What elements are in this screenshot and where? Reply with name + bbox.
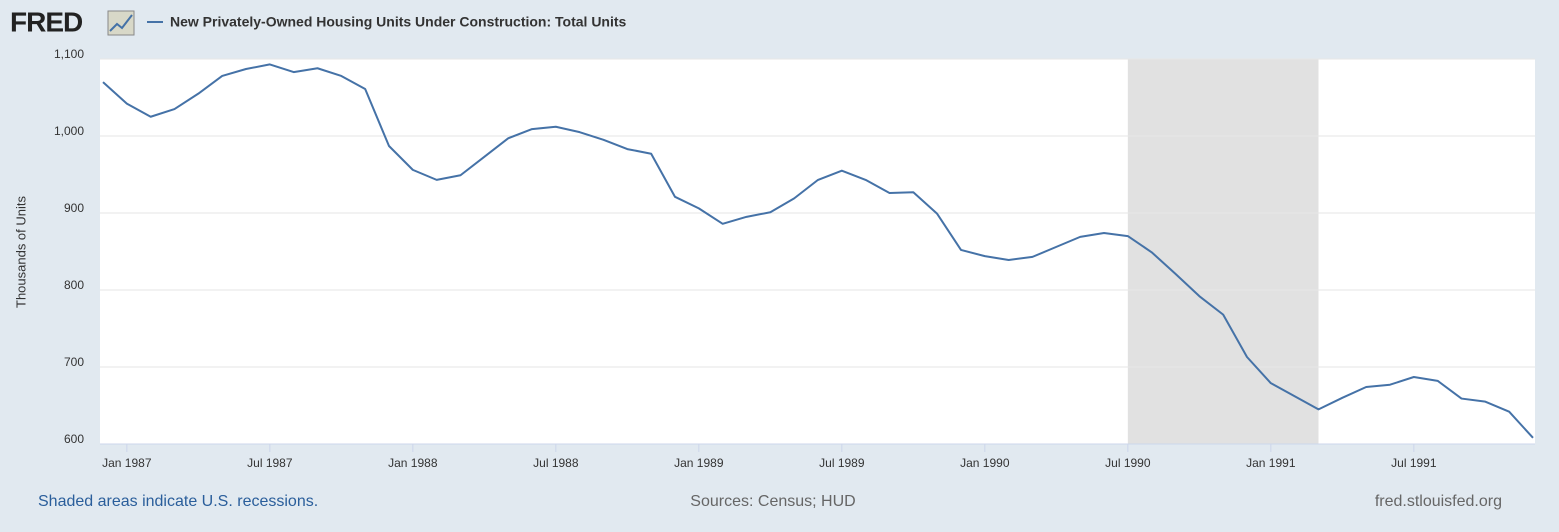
x-tick-label: Jan 1990 bbox=[960, 456, 1010, 470]
y-tick-label: 600 bbox=[64, 432, 84, 446]
recession-shade bbox=[1127, 59, 1319, 444]
site-link[interactable]: fred.stlouisfed.org bbox=[1375, 493, 1502, 510]
x-tick-label: Jul 1989 bbox=[819, 456, 865, 470]
x-tick-label: Jul 1991 bbox=[1391, 456, 1437, 470]
y-tick-label: 800 bbox=[64, 278, 84, 292]
x-tick-label: Jul 1990 bbox=[1105, 456, 1151, 470]
series-line bbox=[102, 63, 1534, 439]
logo-icon bbox=[107, 10, 135, 36]
source: Sources: Census; HUD bbox=[690, 493, 855, 510]
y-tick-label: 1,000 bbox=[54, 124, 84, 138]
legend-label: New Privately-Owned Housing Units Under … bbox=[170, 14, 627, 30]
x-tick-label: Jul 1988 bbox=[533, 456, 579, 470]
logo-icon-line bbox=[109, 14, 133, 32]
logo: FRED bbox=[10, 6, 83, 37]
y-tick-label: 1,100 bbox=[54, 47, 84, 61]
x-tick-label: Jul 1987 bbox=[247, 456, 293, 470]
y-tick-label: 700 bbox=[64, 355, 84, 369]
x-tick-label: Jan 1989 bbox=[674, 456, 724, 470]
plot-area bbox=[100, 59, 1535, 444]
recession-note[interactable]: Shaded areas indicate U.S. recessions. bbox=[38, 493, 318, 510]
x-tick-label: Jan 1988 bbox=[388, 456, 438, 470]
y-tick-label: 900 bbox=[64, 201, 84, 215]
x-tick-label: Jan 1987 bbox=[102, 456, 152, 470]
x-tick-label: Jan 1991 bbox=[1246, 456, 1296, 470]
y-axis-label: Thousands of Units bbox=[13, 196, 28, 309]
